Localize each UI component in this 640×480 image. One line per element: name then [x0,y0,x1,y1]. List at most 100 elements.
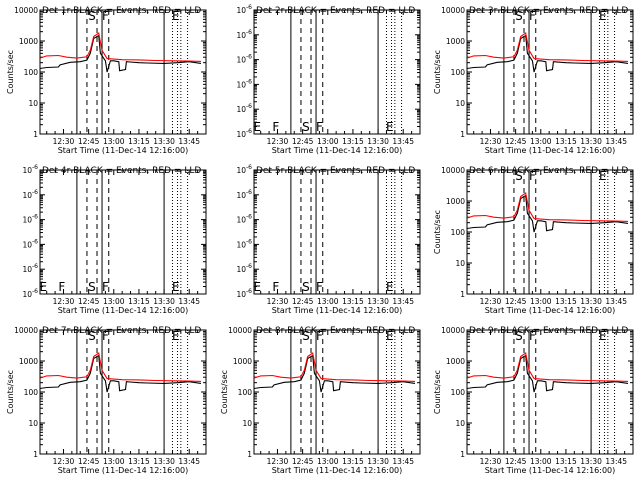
y-tick-label: 10 [28,419,38,428]
region-label: S [302,329,310,343]
region-label: E [386,329,394,343]
x-tick-label: 13:15 [555,137,577,146]
y-tick-label: 10-6 [236,103,252,114]
x-tick-label: 13:00 [530,297,552,306]
region-label: F [529,169,536,183]
x-tick-label: 13:00 [103,137,125,146]
x-tick-label: 13:15 [342,137,364,146]
series-line [253,354,416,393]
series-line [466,194,629,233]
region-label: S [302,120,310,134]
region-label: E [172,9,180,23]
y-tick-label: 10000 [228,326,252,335]
panel-title: Det 4r BLACK = Events, RED = LLD [42,166,201,176]
x-tick-label: 12:45 [78,457,100,466]
x-tick-label: 13:00 [317,297,339,306]
x-axis-title: Start Time (11-Dec-14 12:16:00) [58,306,189,315]
y-tick-label: 1 [460,450,465,459]
series-line [466,354,629,393]
chart-panel-det3: 1 10 100 1000 10000 12:30 12:45 13:00 13:15 13:30… [433,6,634,155]
series-line [39,354,202,393]
region-label: E [40,280,48,294]
y-axis-title: Counts/sec [433,370,442,414]
chart-panel-det6: 1 10 100 1000 10000 12:30 12:45 13:00 13:15 13:30… [433,166,634,315]
x-tick-label: 13:00 [103,457,125,466]
y-tick-label: 1000 [19,37,38,46]
region-label: E [599,329,607,343]
x-tick-label: 12:30 [267,297,289,306]
y-axis-title: Counts/sec [6,50,15,94]
y-tick-label: 10-6 [22,189,38,200]
x-tick-label: 13:45 [605,137,627,146]
x-tick-label: 12:30 [480,457,502,466]
y-tick-label: 10-6 [236,54,252,65]
plot-frame [39,169,207,295]
x-tick-label: 13:30 [367,457,389,466]
y-tick-label: 10000 [441,326,465,335]
x-tick-label: 12:30 [53,297,75,306]
panel-title: Det 6r BLACK = Events, RED = LLD [469,166,628,176]
y-tick-label: 10-6 [236,189,252,200]
y-tick-label: 10-6 [236,263,252,274]
chart-panel-det1: 1 10 100 1000 10000 12:30 12:45 13:00 13:15 13:30… [6,6,207,155]
y-axis-title: Counts/sec [433,50,442,94]
y-tick-label: 10-6 [22,263,38,274]
y-axis-title: Counts/sec [433,210,442,254]
x-tick-label: 12:30 [53,457,75,466]
x-tick-label: 13:30 [580,137,602,146]
y-tick-label: 10-6 [236,4,252,15]
x-tick-label: 12:45 [292,457,314,466]
x-tick-label: 13:45 [178,137,200,146]
y-tick-label: 1 [460,290,465,299]
x-tick-label: 12:30 [267,137,289,146]
y-tick-label: 10-6 [236,238,252,249]
y-tick-label: 10-6 [236,29,252,40]
y-tick-label: 10000 [441,6,465,15]
x-tick-label: 13:30 [153,137,175,146]
series-line [39,34,202,73]
chart-panel-det2: 10-610-610-610-610-610-612:30 12:45 13:00 1… [236,4,421,155]
x-tick-label: 13:15 [342,457,364,466]
x-tick-label: 13:45 [178,297,200,306]
x-tick-label: 12:30 [480,137,502,146]
plot-frame [253,169,421,295]
chart-panel-det5: 10-610-610-610-610-610-612:30 12:45 13:00 1… [236,164,421,315]
chart-panel-det9: 1 10 100 1000 10000 12:30 12:45 13:00 13:15 13:30… [433,326,634,475]
chart-panel-det7: 1 10 100 1000 10000 12:30 12:45 13:00 13:15 13:30… [6,326,207,475]
y-tick-label: 1000 [233,357,252,366]
series-line [466,34,629,73]
y-tick-label: 10 [455,259,465,268]
region-label: S [302,280,310,294]
region-label: S [88,9,96,23]
x-tick-label: 12:30 [480,297,502,306]
x-tick-label: 12:45 [292,137,314,146]
y-axis-title: Counts/sec [220,370,229,414]
region-label: F [529,9,536,23]
region-label: S [515,9,523,23]
y-tick-label: 1000 [446,37,465,46]
y-tick-label: 100 [24,388,39,397]
x-tick-label: 12:30 [53,137,75,146]
x-tick-label: 13:15 [555,457,577,466]
x-axis-title: Start Time (11-Dec-14 12:16:00) [485,146,616,155]
region-label: F [272,120,279,134]
y-tick-label: 10-6 [22,164,38,175]
x-tick-label: 13:30 [153,297,175,306]
x-tick-label: 13:30 [367,137,389,146]
x-tick-label: 13:30 [580,297,602,306]
y-tick-label: 1 [33,450,38,459]
series-line [466,352,629,382]
panel-title: Det 3r BLACK = Events, RED = LLD [469,6,628,16]
x-tick-label: 12:45 [292,297,314,306]
x-tick-label: 13:45 [392,297,414,306]
x-tick-label: 13:30 [580,457,602,466]
region-label: S [515,329,523,343]
y-tick-label: 10 [28,99,38,108]
panel-title: Det 1r BLACK = Events, RED = LLD [42,6,201,16]
y-tick-label: 10-6 [22,214,38,225]
region-label: F [316,120,323,134]
region-label: S [515,169,523,183]
x-tick-label: 12:45 [505,137,527,146]
x-axis-title: Start Time (11-Dec-14 12:16:00) [272,306,403,315]
